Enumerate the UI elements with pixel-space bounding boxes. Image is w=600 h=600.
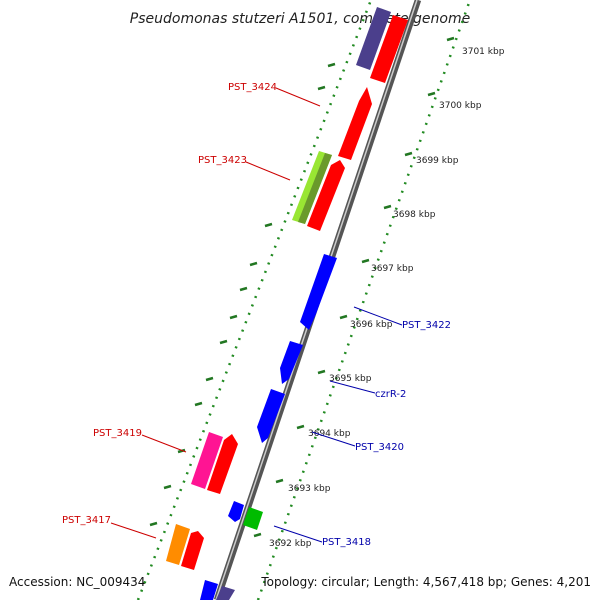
leader-lines [110,87,403,543]
tick-label: 3693 kbp [288,484,331,494]
gene-feature[interactable] [300,254,337,330]
tick-label: 3695 kbp [329,374,372,384]
gene-label-pst-3423[interactable]: PST_3423 [198,155,247,166]
gene-label-pst-3417[interactable]: PST_3417 [62,515,111,526]
gene-feature[interactable] [280,341,303,384]
gene-feature[interactable] [370,15,408,83]
gene-labels: PST_3424 PST_3423 PST_3422 czrR-2 PST_34… [62,82,451,548]
gene-label-pst-3424[interactable]: PST_3424 [228,82,277,93]
gene-feature[interactable] [243,507,263,530]
accession-text: Accession: NC_009434 [9,575,145,589]
gene-feature[interactable] [307,160,345,231]
forward-strand-genes [228,254,337,530]
gene-feature[interactable] [298,153,332,224]
gene-label-pst-3418[interactable]: PST_3418 [322,537,371,548]
tick-label: 3697 kbp [371,264,414,274]
topology-text: Topology: circular; Length: 4,567,418 bp… [260,575,591,589]
tick-label: 3692 kbp [269,539,312,549]
gene-feature[interactable] [338,87,372,160]
gene-label-pst-3422[interactable]: PST_3422 [402,320,451,331]
tick-label: 3701 kbp [462,47,505,57]
inner-dotted-track [256,0,472,600]
inner-dash-markers [253,36,455,538]
gene-feature[interactable] [356,7,391,70]
genome-title: Pseudomonas stutzeri A1501, complete gen… [130,11,470,27]
gene-feature[interactable] [207,434,238,494]
tick-label: 3696 kbp [350,320,393,330]
gene-feature[interactable] [257,389,285,443]
gene-feature[interactable] [216,586,235,600]
tick-label: 3698 kbp [393,210,436,220]
outer-dash-markers [149,62,336,527]
tick-label: 3694 kbp [308,429,351,439]
gene-feature[interactable] [191,432,223,489]
gene-label-pst-3420[interactable]: PST_3420 [355,442,404,453]
gene-feature[interactable] [200,580,218,600]
tick-label: 3699 kbp [416,156,459,166]
tick-label: 3700 kbp [439,101,482,111]
gene-feature[interactable] [228,501,244,522]
tick-labels: 3701 kbp 3700 kbp 3699 kbp 3698 kbp 3697… [269,47,505,549]
gene-label-pst-3419[interactable]: PST_3419 [93,428,142,439]
gene-feature[interactable] [181,531,204,570]
reverse-strand-genes [166,7,408,600]
gene-feature[interactable] [166,524,190,565]
gene-label-czrr-2[interactable]: czrR-2 [375,389,406,400]
